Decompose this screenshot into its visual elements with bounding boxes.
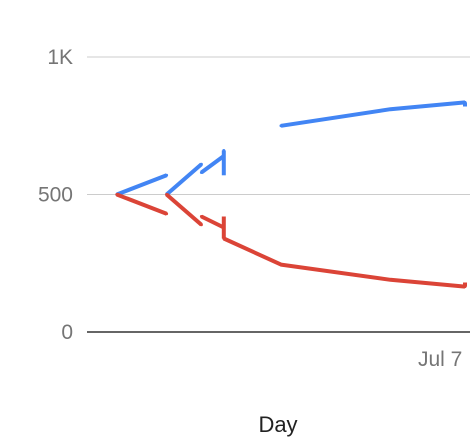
- data-point: [199, 162, 203, 166]
- series-2: [115, 192, 467, 289]
- series-line-segment: [165, 192, 203, 227]
- data-point: [115, 193, 119, 196]
- data-point: [222, 237, 226, 240]
- gridlines: [87, 56, 470, 333]
- series-1: [115, 100, 467, 197]
- data-point: [165, 193, 169, 196]
- series-line-segment: [200, 214, 225, 230]
- y-tick-label: 1K: [47, 46, 73, 69]
- data-point: [279, 124, 283, 128]
- data-point: [199, 215, 203, 218]
- series-line-segment: [222, 236, 466, 289]
- data-point: [165, 212, 169, 216]
- data-point: [279, 263, 283, 267]
- series-line-segment: [116, 173, 168, 197]
- y-tick-label: 0: [61, 321, 73, 344]
- x-tick-label: Jul 7: [418, 348, 462, 371]
- series-line-segment: [200, 154, 225, 175]
- series-line-segment: [280, 100, 466, 128]
- x-axis-title: Day: [258, 412, 297, 437]
- data-point: [388, 107, 392, 111]
- data-point: [463, 285, 467, 289]
- data-point: [222, 226, 226, 229]
- series-line-segment: [165, 162, 203, 197]
- series-line-segment: [116, 192, 168, 216]
- data-point: [199, 171, 203, 174]
- data-point: [222, 149, 226, 152]
- x-axis-ticks: Jul 7: [418, 348, 462, 371]
- y-tick-label: 500: [38, 184, 73, 207]
- data-point: [388, 278, 392, 282]
- data-point: [165, 173, 169, 177]
- data-point: [199, 223, 203, 227]
- data-point: [222, 154, 226, 158]
- y-axis-ticks: 0 500 1K: [38, 46, 73, 344]
- data-point: [463, 100, 467, 104]
- series-lines: [115, 100, 467, 289]
